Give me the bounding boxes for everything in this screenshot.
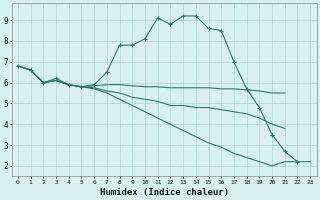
X-axis label: Humidex (Indice chaleur): Humidex (Indice chaleur) [100,188,228,197]
